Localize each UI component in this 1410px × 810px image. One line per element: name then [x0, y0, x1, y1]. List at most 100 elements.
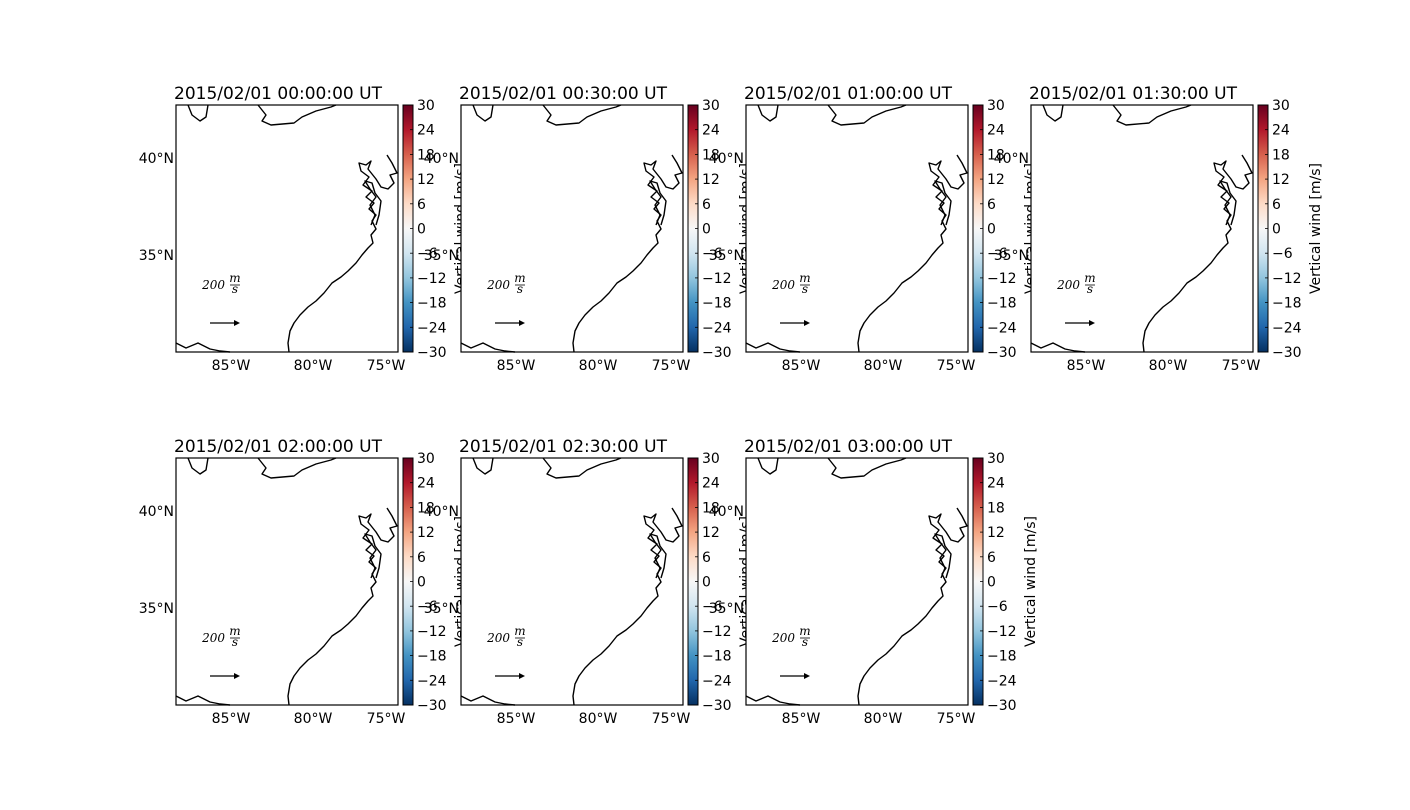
colorbar-tick-label: −6	[417, 246, 438, 262]
longitude-tick-label: 85°W	[782, 358, 821, 374]
colorbar-tick-label: 30	[417, 98, 435, 114]
coastline	[364, 180, 382, 226]
coastline	[257, 104, 337, 126]
latitude-tick-label: 40°N	[424, 151, 459, 167]
latitude-tick-label: 40°N	[709, 504, 744, 520]
colorbar-tick-label: 0	[987, 575, 996, 591]
colorbar-tick-label: −12	[987, 624, 1017, 640]
colorbar-tick-label: 30	[702, 451, 720, 467]
colorbar-tick-label: 18	[987, 500, 1005, 516]
colorbar-tick-label: 30	[702, 98, 720, 114]
coastline	[364, 533, 382, 579]
quiver-key-arrowhead	[804, 320, 810, 326]
colorbar-tick-label: −18	[702, 296, 732, 312]
colorbar-tick-label: −18	[417, 649, 447, 665]
latitude-tick-label: 35°N	[139, 601, 174, 617]
coastline	[1030, 342, 1086, 353]
longitude-tick-label: 80°W	[864, 711, 903, 727]
colorbar-label: Vertical wind [m/s]	[1308, 163, 1324, 294]
colorbar-tick-label: −30	[1272, 345, 1302, 361]
longitude-tick-label: 80°W	[864, 358, 903, 374]
panel-title: 2015/02/01 02:30:00 UT	[459, 437, 668, 457]
colorbar-tick-label: 24	[702, 476, 720, 492]
map-panel-1: 2015/02/01 00:00:00 UT 40°N 35°N 85°W 80°W 75…	[139, 84, 469, 374]
colorbar-tick-label: −12	[987, 271, 1017, 287]
colorbar-tick-label: 30	[987, 98, 1005, 114]
map-frame	[745, 104, 969, 353]
colorbar-tick-label: −30	[987, 698, 1017, 714]
colorbar-tick-label: 12	[987, 172, 1005, 188]
quiver-key-unit-numerator: m	[799, 271, 810, 285]
quiver-key: 200 ms	[201, 271, 241, 326]
coastline	[827, 104, 907, 126]
coastline	[542, 104, 622, 126]
coastline	[745, 695, 801, 706]
quiver-key-value: 200	[486, 631, 510, 645]
colorbar-tick-label: 6	[702, 197, 711, 213]
longitude-tick-label: 80°W	[579, 711, 618, 727]
coastline	[1042, 104, 1064, 122]
coastline	[287, 154, 398, 353]
latitude-tick-label: 40°N	[424, 504, 459, 520]
colorbar-tick-label: 24	[987, 476, 1005, 492]
colorbar-tick-label: 18	[417, 147, 435, 163]
colorbar-tick-label: 24	[987, 123, 1005, 139]
coastline	[857, 154, 968, 353]
coastline	[472, 457, 494, 475]
colorbar-tick-label: −24	[702, 320, 732, 336]
colorbar-tick-label: 6	[987, 197, 996, 213]
longitude-tick-label: 85°W	[212, 711, 251, 727]
latitude-tick-label: 35°N	[424, 601, 459, 617]
quiver-key-value: 200	[771, 278, 795, 292]
quiver-key-unit-denominator: s	[1087, 282, 1093, 296]
colorbar-tick-label: −30	[702, 698, 732, 714]
quiver-key-unit-numerator: m	[514, 624, 525, 638]
map-panel-7: 2015/02/01 03:00:00 UT 40°N 35°N 85°W 80°W 75…	[709, 437, 1039, 727]
colorbar-tick-label: 0	[417, 575, 426, 591]
longitude-tick-label: 80°W	[294, 711, 333, 727]
longitude-tick-label: 75°W	[367, 358, 406, 374]
colorbar-tick-label: −12	[1272, 271, 1302, 287]
coastline	[745, 342, 801, 353]
colorbar-tick-label: 6	[1272, 197, 1281, 213]
coastline	[187, 457, 209, 475]
colorbar-tick-label: −24	[702, 673, 732, 689]
colorbar-tick-label: 30	[417, 451, 435, 467]
colorbar-tick-label: −6	[417, 599, 438, 615]
coastline	[827, 457, 907, 479]
colorbar-tick-label: −12	[417, 624, 447, 640]
coastline	[1219, 180, 1237, 226]
quiver-key: 200 ms	[486, 271, 526, 326]
coastline	[649, 180, 667, 226]
quiver-key-unit-denominator: s	[232, 635, 238, 649]
colorbar-tick-label: −24	[1272, 320, 1302, 336]
latitude-tick-label: 35°N	[994, 248, 1029, 264]
quiver-key-unit-denominator: s	[517, 282, 523, 296]
colorbar-tick-label: −18	[987, 296, 1017, 312]
coastline	[572, 507, 683, 706]
longitude-tick-label: 85°W	[497, 711, 536, 727]
longitude-tick-label: 85°W	[497, 358, 536, 374]
panel-title: 2015/02/01 02:00:00 UT	[174, 437, 383, 457]
map-panel-6: 2015/02/01 02:30:00 UT 40°N 35°N 85°W 80°W 75…	[424, 437, 754, 727]
colorbar-tick-label: 12	[417, 172, 435, 188]
quiver-key-value: 200	[1056, 278, 1080, 292]
colorbar-tick-label: −6	[702, 599, 723, 615]
quiver-key-unit-numerator: m	[514, 271, 525, 285]
quiver-key-unit-denominator: s	[802, 282, 808, 296]
coastline	[175, 695, 231, 706]
coastline	[757, 457, 779, 475]
colorbar-tick-label: −12	[417, 271, 447, 287]
colorbar-tick-label: 24	[417, 476, 435, 492]
colorbar-tick-label: −6	[1272, 246, 1293, 262]
coastline	[287, 507, 398, 706]
coastline	[934, 180, 952, 226]
map-panel-2: 2015/02/01 00:30:00 UT 40°N 35°N 85°W 80°W 75…	[424, 84, 754, 374]
latitude-tick-label: 40°N	[139, 504, 174, 520]
map-frame	[745, 457, 969, 706]
coastline	[649, 533, 667, 579]
latitude-tick-label: 35°N	[709, 601, 744, 617]
